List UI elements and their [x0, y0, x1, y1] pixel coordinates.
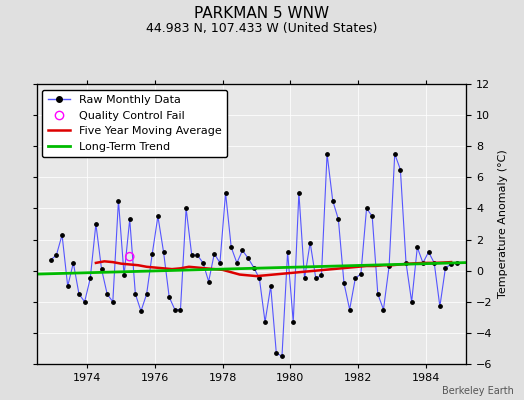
Point — [289, 319, 298, 325]
Point — [453, 260, 461, 266]
Point — [108, 298, 117, 305]
Point — [402, 260, 410, 266]
Point — [154, 213, 162, 220]
Point — [249, 264, 258, 271]
Point — [148, 250, 157, 257]
Point — [216, 260, 224, 266]
Point — [97, 266, 106, 272]
Point — [306, 240, 314, 246]
Point — [47, 256, 55, 263]
Point — [300, 275, 309, 282]
Point — [182, 205, 190, 212]
Point — [63, 283, 72, 290]
Point — [379, 306, 388, 313]
Point — [137, 308, 145, 314]
Point — [255, 275, 264, 282]
Point — [283, 249, 292, 255]
Point — [261, 319, 269, 325]
Point — [272, 350, 280, 356]
Point — [126, 254, 134, 260]
Point — [267, 283, 275, 290]
Y-axis label: Temperature Anomaly (°C): Temperature Anomaly (°C) — [498, 150, 508, 298]
Point — [86, 275, 94, 282]
Text: Berkeley Earth: Berkeley Earth — [442, 386, 514, 396]
Point — [204, 278, 213, 285]
Point — [385, 263, 394, 269]
Point — [413, 244, 421, 250]
Point — [92, 221, 100, 227]
Point — [368, 213, 376, 220]
Point — [75, 291, 83, 297]
Point — [447, 261, 455, 268]
Point — [419, 260, 427, 266]
Point — [323, 151, 331, 157]
Legend: Raw Monthly Data, Quality Control Fail, Five Year Moving Average, Long-Term Tren: Raw Monthly Data, Quality Control Fail, … — [42, 90, 227, 157]
Point — [114, 198, 123, 204]
Point — [171, 306, 179, 313]
Point — [340, 280, 348, 286]
Point — [143, 291, 151, 297]
Point — [430, 260, 439, 266]
Point — [363, 205, 371, 212]
Point — [103, 291, 111, 297]
Point — [188, 252, 196, 258]
Point — [351, 275, 359, 282]
Point — [233, 260, 241, 266]
Point — [441, 264, 450, 271]
Point — [52, 252, 61, 258]
Point — [176, 306, 184, 313]
Point — [120, 272, 128, 278]
Text: 44.983 N, 107.433 W (United States): 44.983 N, 107.433 W (United States) — [146, 22, 378, 35]
Point — [408, 298, 416, 305]
Point — [165, 294, 173, 300]
Point — [374, 291, 382, 297]
Point — [357, 270, 365, 277]
Point — [244, 255, 253, 262]
Point — [396, 166, 405, 173]
Point — [126, 216, 134, 222]
Point — [390, 151, 399, 157]
Point — [238, 247, 247, 254]
Point — [131, 291, 139, 297]
Point — [69, 260, 78, 266]
Point — [345, 306, 354, 313]
Point — [199, 260, 207, 266]
Point — [435, 303, 444, 310]
Point — [329, 198, 337, 204]
Point — [312, 275, 320, 282]
Point — [159, 249, 168, 255]
Point — [294, 190, 303, 196]
Point — [334, 216, 343, 222]
Text: PARKMAN 5 WNW: PARKMAN 5 WNW — [194, 6, 330, 21]
Point — [227, 244, 235, 250]
Point — [424, 249, 433, 255]
Point — [193, 252, 202, 258]
Point — [58, 232, 66, 238]
Point — [278, 353, 286, 360]
Point — [80, 298, 89, 305]
Point — [317, 272, 325, 278]
Point — [210, 250, 219, 257]
Point — [221, 190, 230, 196]
